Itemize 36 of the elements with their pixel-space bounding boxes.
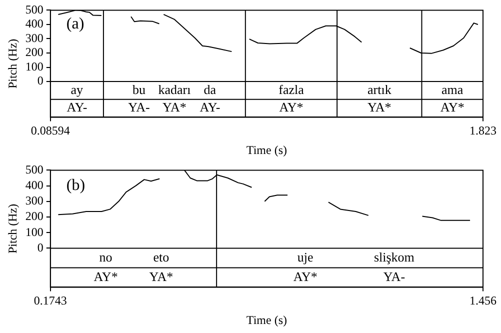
- y-tick-label: 400: [25, 178, 44, 192]
- y-tick-label: 0: [37, 74, 44, 88]
- y-tick-label: 400: [25, 16, 44, 31]
- y-tick-label: 200: [25, 209, 44, 224]
- annotation: ama: [442, 82, 464, 97]
- annotation: (b): [66, 177, 86, 194]
- y-axis-title: Pitch (Hz): [5, 38, 20, 89]
- y-tick-label: 100: [25, 224, 44, 239]
- annotation: bu kadarı da: [132, 82, 216, 97]
- x-tick-label: 1.456: [470, 294, 496, 308]
- y-tick-label: 500: [25, 2, 44, 16]
- annotation: YA- YA* AY-: [128, 100, 220, 115]
- y-tick-label: 500: [25, 162, 44, 176]
- annotation: AY-: [66, 100, 88, 115]
- y-axis-title: Pitch (Hz): [5, 204, 20, 254]
- x-axis-title: Time (s): [246, 312, 287, 327]
- x-tick-label: 0.08594: [30, 124, 70, 138]
- x-axis-title: Time (s): [246, 142, 287, 157]
- annotation: artık: [367, 82, 392, 97]
- annotation: fazla: [278, 82, 304, 97]
- annotation: AY*: [279, 100, 304, 115]
- annotation: (a): [66, 16, 84, 33]
- x-tick-label: 1.823: [470, 124, 496, 138]
- y-tick-label: 0: [37, 240, 44, 254]
- annotation: YA*: [367, 100, 392, 115]
- y-tick-label: 300: [25, 194, 44, 208]
- text: AY* YA-: [293, 268, 406, 284]
- text: AY* YA*: [94, 268, 174, 284]
- text: no eto: [99, 249, 170, 264]
- annotation: ay: [70, 82, 84, 97]
- x-tick-label: 0.1743: [34, 294, 67, 308]
- annotation: AY*: [440, 100, 464, 115]
- text: uje slişkom: [297, 249, 414, 264]
- y-tick-label: 100: [25, 59, 44, 74]
- y-tick-label: 200: [25, 45, 44, 60]
- y-tick-label: 300: [25, 30, 44, 45]
